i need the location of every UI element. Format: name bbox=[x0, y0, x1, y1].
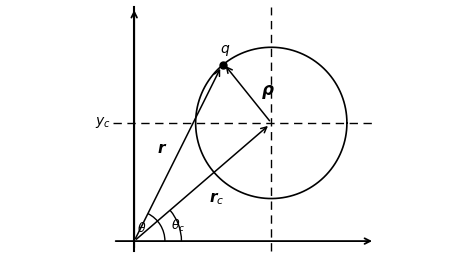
Text: $\theta$: $\theta$ bbox=[137, 221, 146, 235]
Text: $\boldsymbol{r}_c$: $\boldsymbol{r}_c$ bbox=[209, 190, 225, 207]
Text: $\boldsymbol{r}$: $\boldsymbol{r}$ bbox=[157, 141, 167, 156]
Text: $y_c$: $y_c$ bbox=[95, 115, 110, 131]
Text: $\boldsymbol{\rho}$: $\boldsymbol{\rho}$ bbox=[261, 83, 275, 101]
Text: $q$: $q$ bbox=[220, 43, 230, 58]
Text: $\theta_c$: $\theta_c$ bbox=[171, 218, 185, 234]
